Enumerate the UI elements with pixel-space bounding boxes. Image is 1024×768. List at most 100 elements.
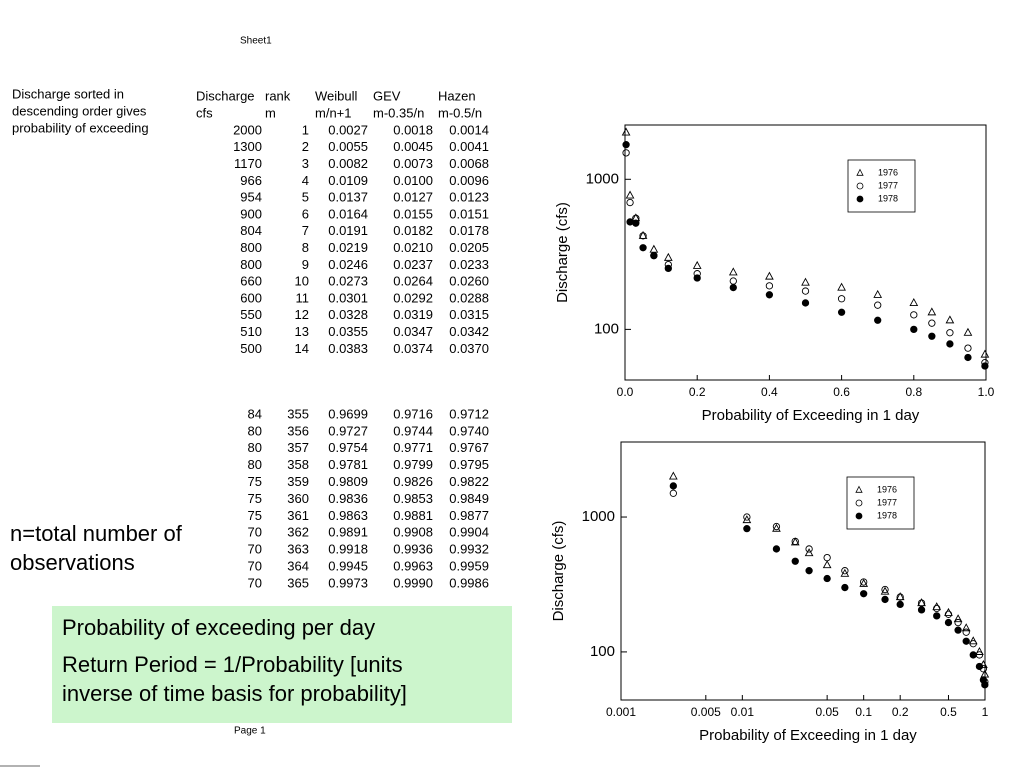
table-cell: 660 [240,274,262,289]
table-cell: 70 [248,575,262,590]
table-cell: 9 [302,257,309,272]
table-cell: 357 [287,440,309,455]
x-tick-label: 0.5 [940,705,957,719]
table-cell: 0.0205 [449,240,489,255]
point [969,651,977,659]
point [969,640,977,648]
point [668,471,678,480]
table-cell: 0.9936 [393,542,433,557]
table-cell: 358 [287,457,309,472]
table-cell: 0.0082 [328,156,368,171]
point [669,482,677,490]
plot-frame [624,124,987,381]
point [881,595,889,604]
legend-label: 1978 [877,510,897,520]
point [801,299,810,307]
table-cell: 0.0301 [328,290,368,305]
x-tick-label: 0.005 [691,705,721,719]
table-header: Discharge [196,88,255,103]
x-tick-label: 0.0 [617,385,634,399]
table-header: GEV [373,88,401,103]
page-footer: Page 1 [234,726,266,737]
table-cell: 0.0319 [393,307,433,322]
point [622,141,630,149]
point [729,283,737,292]
table-cell: 3 [302,156,309,171]
table-cell: 0.0027 [328,122,368,137]
point [772,523,781,532]
table-cell: 0.0374 [393,341,433,356]
point [692,260,702,269]
table-cell: 0.0246 [328,257,368,272]
point [743,525,751,533]
table-cell: 361 [287,508,309,523]
table-cell: 0.0191 [328,223,368,238]
x-tick-label: 1 [982,705,989,719]
x-tick-label: 0.01 [731,705,755,719]
y-tick-label: 1000 [582,508,615,525]
table-cell: 14 [295,341,309,356]
table-cell: 80 [248,440,262,455]
table-cell: 13 [295,324,309,339]
table-cell: 0.9716 [393,406,433,421]
x-tick-label: 0.001 [606,705,636,719]
table-cell: 0.0383 [328,341,368,356]
point [626,218,634,226]
table-cell: 0.0237 [393,257,433,272]
table-cell: 362 [287,525,309,540]
table-cell: 75 [248,508,262,523]
point [765,282,774,290]
table-cell: 4 [302,173,309,188]
table-cell: 360 [287,491,309,506]
point [963,327,973,336]
point [859,578,869,587]
note-text: Discharge sorted in [12,86,124,101]
point [693,274,701,282]
point [804,548,814,557]
point [728,267,738,276]
table-cell: 0.0109 [328,173,368,188]
table-cell: 0.0096 [449,173,489,188]
table-cell: 356 [287,423,309,438]
table-cell: 6 [302,206,309,221]
point [917,606,926,614]
point [626,198,634,207]
table-cell: 0.9877 [449,508,489,523]
point [625,190,635,199]
table-header: Hazen [438,88,476,103]
point [964,344,972,352]
point [896,593,904,601]
table-cell: 70 [248,559,262,574]
point [791,537,799,546]
point [801,287,810,295]
note-text: descending order gives [12,103,147,118]
table-cell: 365 [287,575,309,590]
point [805,567,813,575]
table-cell: 0.0073 [393,156,433,171]
table-cell: 80 [248,423,262,438]
table-cell: 11 [296,290,310,305]
table-cell: 80 [248,457,262,472]
table-cell: 0.0045 [393,139,433,154]
table-cell: 1 [302,122,309,137]
point [909,298,919,307]
table-cell: 804 [240,223,262,238]
callout-box [52,606,512,723]
legend-marker [855,512,863,520]
legend-marker [856,182,864,190]
table-cell: 0.9795 [449,457,489,472]
table-cell: 510 [240,324,262,339]
x-tick-label: 0.4 [761,385,778,399]
point [946,329,954,337]
table-cell: 0.0127 [393,190,433,205]
point [822,560,832,569]
x-axis-label: Probability of Exceeding in 1 day [699,727,917,744]
table-cell: 75 [248,474,262,489]
point [981,362,989,370]
table-cell: 550 [240,307,262,322]
callout-text: inverse of time basis for probability] [62,681,407,706]
table-cell: 0.0151 [449,206,489,221]
table-cell: 954 [240,190,262,205]
table-header: m/n+1 [315,105,352,120]
table-cell: 0.9712 [449,406,489,421]
